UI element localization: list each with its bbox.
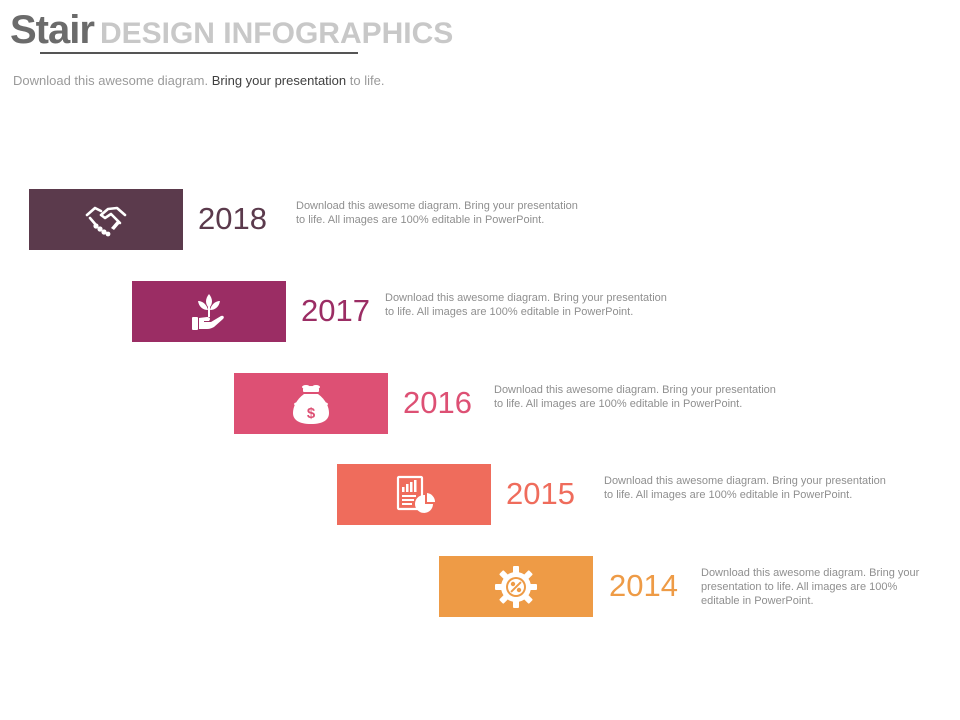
report-chart-icon: [396, 475, 436, 513]
svg-text:$: $: [307, 405, 316, 422]
subtitle-part-1: Download this awesome diagram.: [13, 73, 212, 88]
step-description: Download this awesome diagram. Bring you…: [385, 292, 667, 318]
gear-percent-icon: [495, 565, 537, 608]
subtitle: Download this awesome diagram. Bring you…: [13, 73, 384, 88]
title-underline: [40, 52, 358, 54]
subtitle-part-3: to life.: [346, 73, 385, 88]
step-year: 2016: [403, 385, 472, 420]
step-description: Download this awesome diagram. Bring you…: [494, 384, 776, 410]
step-year: 2018: [198, 201, 267, 236]
step-box: $: [234, 373, 388, 434]
title-main: Stair: [10, 8, 95, 52]
step-box: [337, 464, 491, 525]
subtitle-part-2: Bring your presentation: [211, 73, 347, 88]
handshake-icon: [85, 206, 127, 236]
step-box: [439, 556, 593, 617]
step-year: 2017: [301, 293, 370, 328]
money-bag-icon: $: [293, 384, 329, 424]
step-year: 2015: [506, 476, 575, 511]
header: Stair DESIGN INFOGRAPHICS: [10, 8, 453, 53]
step-description: Download this awesome diagram. Bring you…: [701, 567, 920, 607]
page-title: Stair DESIGN INFOGRAPHICS: [10, 8, 453, 53]
title-sub: DESIGN INFOGRAPHICS: [99, 17, 454, 50]
plant-in-hand-icon: [192, 293, 224, 330]
step-box: [29, 189, 183, 250]
step-year: 2014: [609, 568, 678, 603]
step-description: Download this awesome diagram. Bring you…: [296, 200, 578, 226]
step-description: Download this awesome diagram. Bring you…: [604, 475, 886, 501]
step-box: [132, 281, 286, 342]
